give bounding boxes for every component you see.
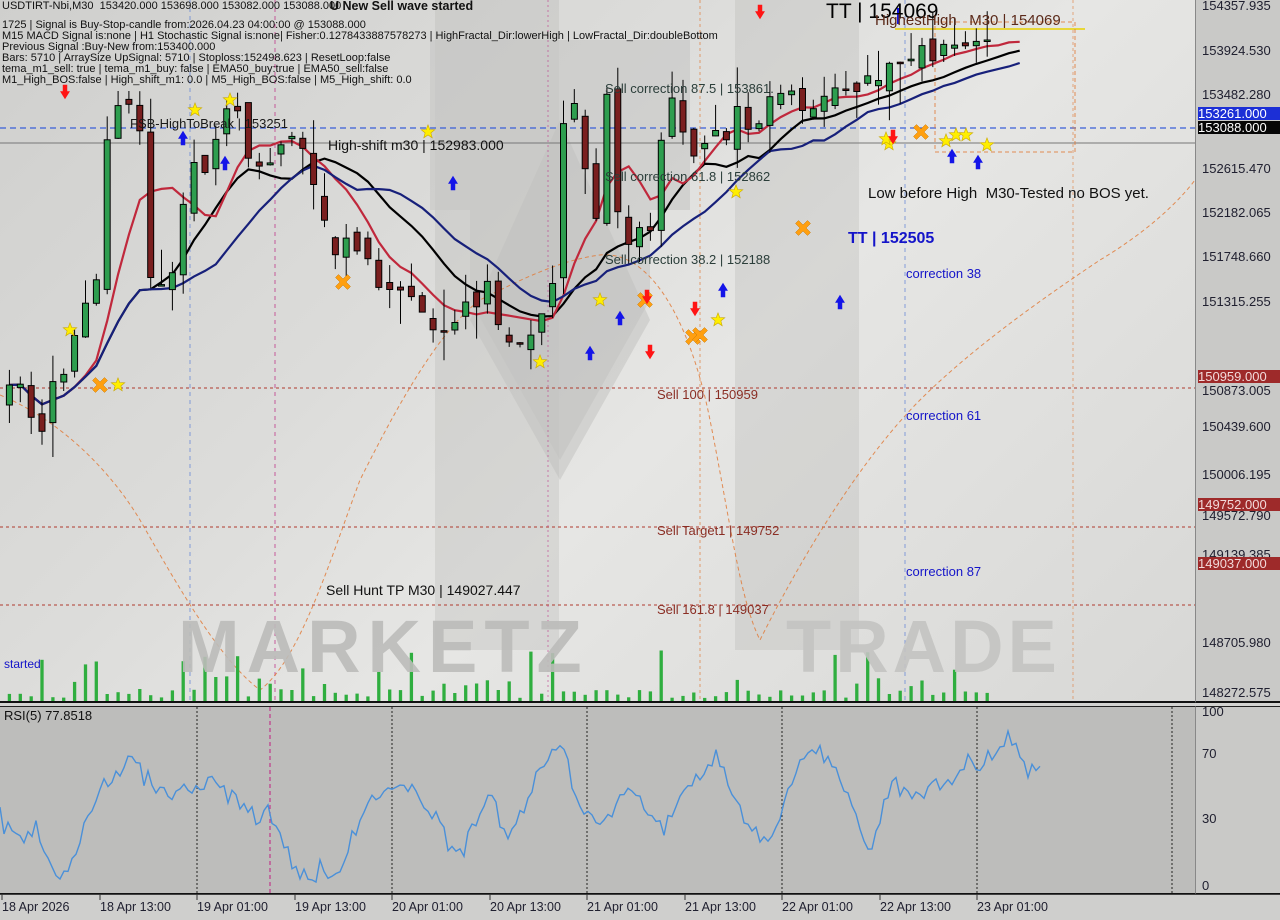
svg-text:MARKETZ: MARKETZ [178, 605, 589, 688]
svg-text:TRADE: TRADE [786, 605, 1061, 688]
